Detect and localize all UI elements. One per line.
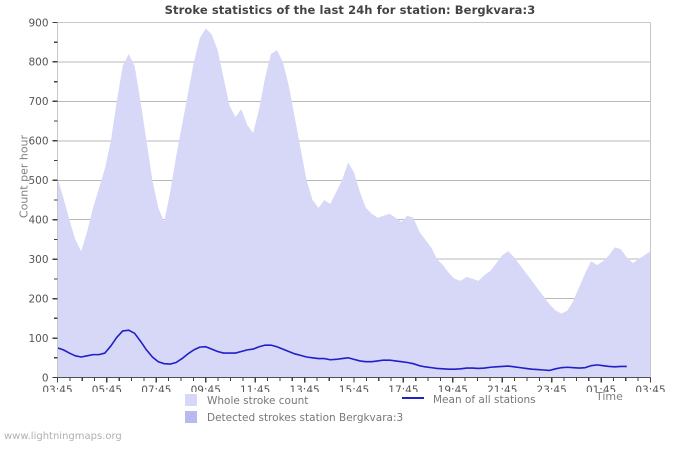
y-tick-label: 200 bbox=[28, 293, 48, 305]
x-tick-label: 03:45 bbox=[635, 385, 665, 393]
legend-label-mean-of-all-stations: Mean of all stations bbox=[433, 394, 536, 406]
legend-swatch-whole-stroke-count bbox=[185, 394, 197, 406]
x-tick-label: 13:45 bbox=[289, 385, 319, 393]
y-tick-label: 100 bbox=[28, 333, 48, 345]
x-tick-label: 23:45 bbox=[537, 385, 567, 393]
y-tick-label: 800 bbox=[28, 57, 48, 69]
x-tick-label: 01:45 bbox=[586, 385, 616, 393]
legend-label-detected-strokes: Detected strokes station Bergkvara:3 bbox=[207, 412, 404, 424]
legend-line-mean-of-all-stations bbox=[402, 397, 424, 399]
x-tick-label: 15:45 bbox=[339, 385, 369, 393]
y-tick-label: 600 bbox=[28, 136, 48, 148]
y-tick-label: 900 bbox=[28, 17, 48, 29]
y-tick-label: 0 bbox=[42, 372, 49, 384]
x-axis-label: Time bbox=[596, 390, 623, 403]
y-tick-label: 300 bbox=[28, 254, 48, 266]
x-tick-label: 05:45 bbox=[92, 385, 122, 393]
chart-title: Stroke statistics of the last 24h for st… bbox=[164, 3, 536, 17]
x-tick-label: 11:45 bbox=[240, 385, 270, 393]
watermark: www.lightningmaps.org bbox=[4, 431, 122, 442]
line-mean-of-all-stations bbox=[57, 329, 627, 372]
legend-label-whole-stroke-count: Whole stroke count bbox=[207, 395, 309, 407]
x-tick-label: 21:45 bbox=[487, 385, 517, 393]
plot-area: 0 100 200 300 400 500 600 700 800 900 03:45 05:45 07… bbox=[28, 17, 665, 393]
x-tick-label: 17:45 bbox=[388, 385, 418, 393]
x-tick-label: 19:45 bbox=[438, 385, 468, 393]
y-tick-label: 400 bbox=[28, 215, 48, 227]
chart-legend: Whole stroke count Detected strokes stat… bbox=[0, 392, 700, 428]
legend-swatch-detected-strokes bbox=[185, 411, 197, 423]
legend-item-whole-stroke-count: Whole stroke count bbox=[185, 394, 308, 407]
legend-item-detected-strokes: Detected strokes station Bergkvara:3 bbox=[185, 411, 403, 424]
area-whole-stroke-count bbox=[57, 28, 651, 378]
x-tick-label: 09:45 bbox=[191, 385, 221, 393]
x-tick-label: 07:45 bbox=[141, 385, 171, 393]
y-tick-label: 500 bbox=[28, 175, 48, 187]
y-axis-label: Count per hour bbox=[17, 134, 31, 219]
x-tick-label: 03:45 bbox=[42, 385, 72, 393]
legend-item-mean-of-all-stations: Mean of all stations bbox=[402, 394, 536, 406]
y-tick-label: 700 bbox=[28, 96, 48, 108]
